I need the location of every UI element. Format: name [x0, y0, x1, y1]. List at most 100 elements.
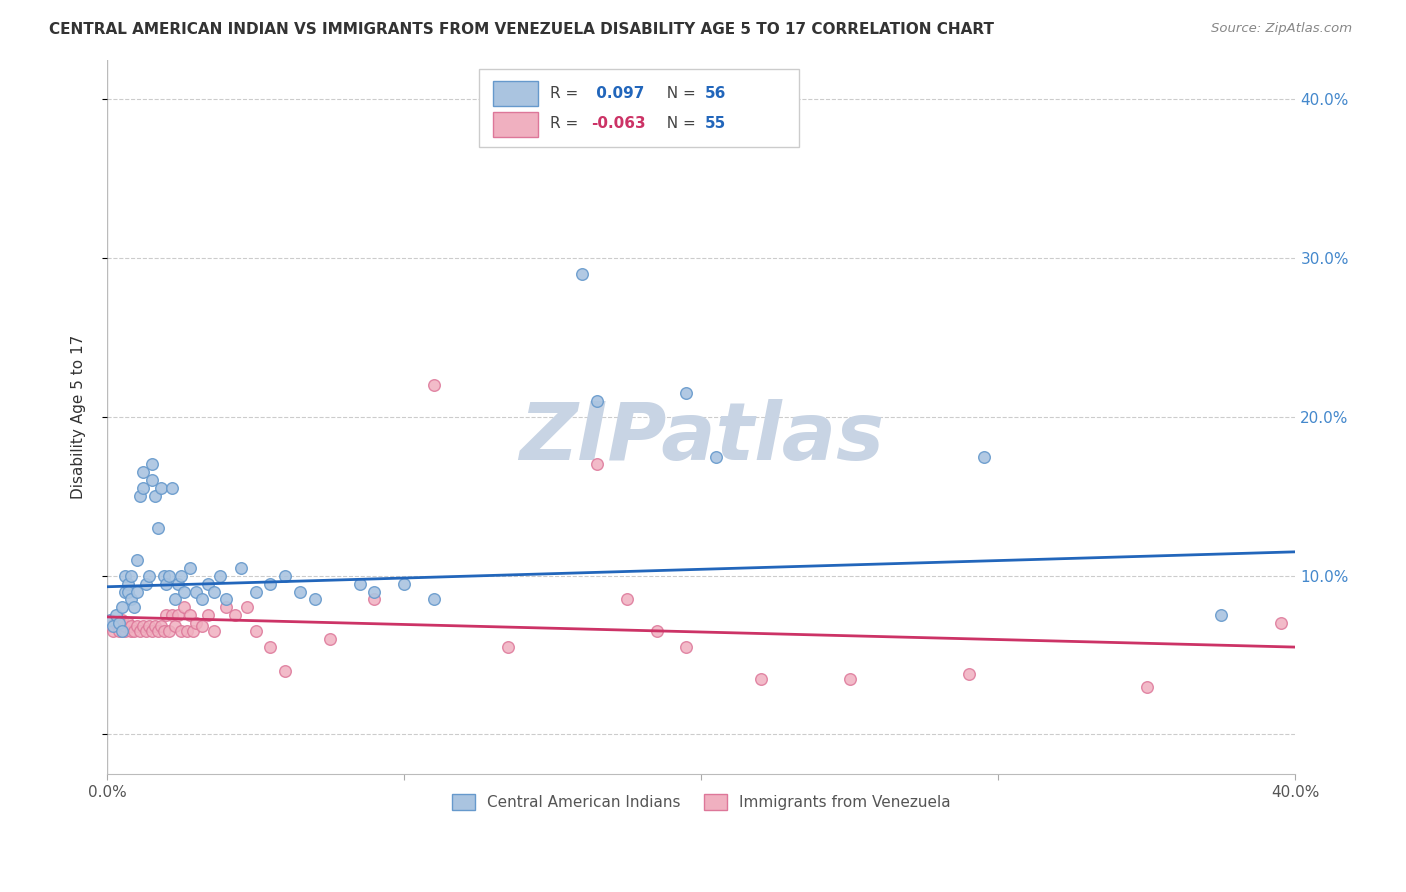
Point	[186, 584, 208, 599]
Point	[120, 619, 142, 633]
Point	[114, 619, 136, 633]
Point	[132, 619, 155, 633]
Point	[229, 560, 252, 574]
Point	[141, 624, 163, 639]
Point	[167, 608, 190, 623]
Point	[101, 619, 124, 633]
Point	[122, 624, 145, 639]
Point	[423, 378, 446, 392]
Point	[973, 450, 995, 464]
Point	[197, 576, 219, 591]
Point	[274, 664, 297, 678]
Point	[290, 584, 312, 599]
Point	[120, 624, 142, 639]
Point	[704, 450, 727, 464]
Point	[191, 592, 214, 607]
Point	[143, 489, 166, 503]
Point	[215, 592, 238, 607]
Point	[392, 576, 415, 591]
Point	[117, 584, 139, 599]
Point	[363, 592, 385, 607]
Point	[117, 616, 139, 631]
Point	[167, 576, 190, 591]
Point	[197, 608, 219, 623]
Point	[245, 624, 267, 639]
Text: 0.097: 0.097	[591, 86, 644, 101]
Point	[104, 608, 127, 623]
Text: ZIPatlas: ZIPatlas	[519, 400, 884, 477]
Point	[259, 576, 281, 591]
Point	[159, 624, 181, 639]
Point	[176, 624, 198, 639]
Point	[208, 568, 231, 582]
Point	[111, 619, 134, 633]
Point	[152, 624, 174, 639]
Point	[245, 584, 267, 599]
Point	[98, 619, 121, 633]
Point	[235, 600, 257, 615]
Point	[1270, 616, 1292, 631]
Legend: Central American Indians, Immigrants from Venezuela: Central American Indians, Immigrants fro…	[446, 789, 956, 816]
Point	[274, 568, 297, 582]
Point	[1136, 680, 1159, 694]
Point	[108, 616, 131, 631]
Text: 55: 55	[704, 117, 725, 131]
Point	[111, 600, 134, 615]
Point	[155, 576, 177, 591]
Point	[152, 568, 174, 582]
Point	[125, 584, 148, 599]
Text: Source: ZipAtlas.com: Source: ZipAtlas.com	[1212, 22, 1353, 36]
FancyBboxPatch shape	[494, 81, 538, 106]
Point	[224, 608, 246, 623]
Point	[202, 584, 225, 599]
Point	[135, 576, 157, 591]
Point	[181, 624, 204, 639]
Point	[111, 613, 134, 627]
Point	[675, 640, 697, 654]
Point	[114, 584, 136, 599]
Point	[146, 624, 169, 639]
Point	[125, 553, 148, 567]
Point	[117, 576, 139, 591]
Point	[155, 608, 177, 623]
Point	[170, 568, 193, 582]
Point	[162, 608, 184, 623]
Point	[128, 624, 150, 639]
Point	[101, 624, 124, 639]
FancyBboxPatch shape	[479, 69, 799, 147]
Point	[108, 624, 131, 639]
Point	[141, 474, 163, 488]
Point	[159, 568, 181, 582]
Text: R =: R =	[550, 117, 583, 131]
Point	[114, 568, 136, 582]
Text: CENTRAL AMERICAN INDIAN VS IMMIGRANTS FROM VENEZUELA DISABILITY AGE 5 TO 17 CORR: CENTRAL AMERICAN INDIAN VS IMMIGRANTS FR…	[49, 22, 994, 37]
Point	[191, 619, 214, 633]
Point	[645, 624, 668, 639]
Point	[165, 592, 187, 607]
Point	[149, 481, 172, 495]
Point	[173, 584, 195, 599]
Point	[586, 458, 609, 472]
Point	[319, 632, 342, 647]
Text: N =: N =	[657, 117, 702, 131]
Point	[170, 624, 193, 639]
Point	[215, 600, 238, 615]
Text: R =: R =	[550, 86, 583, 101]
Point	[616, 592, 638, 607]
Point	[104, 616, 127, 631]
Y-axis label: Disability Age 5 to 17: Disability Age 5 to 17	[72, 334, 86, 499]
Point	[98, 613, 121, 627]
Point	[120, 592, 142, 607]
Point	[202, 624, 225, 639]
Point	[135, 624, 157, 639]
Point	[125, 619, 148, 633]
Point	[496, 640, 519, 654]
Point	[162, 481, 184, 495]
Point	[186, 616, 208, 631]
Point	[132, 466, 155, 480]
Point	[146, 521, 169, 535]
Point	[111, 624, 134, 639]
Point	[675, 386, 697, 401]
Point	[120, 568, 142, 582]
Point	[122, 600, 145, 615]
